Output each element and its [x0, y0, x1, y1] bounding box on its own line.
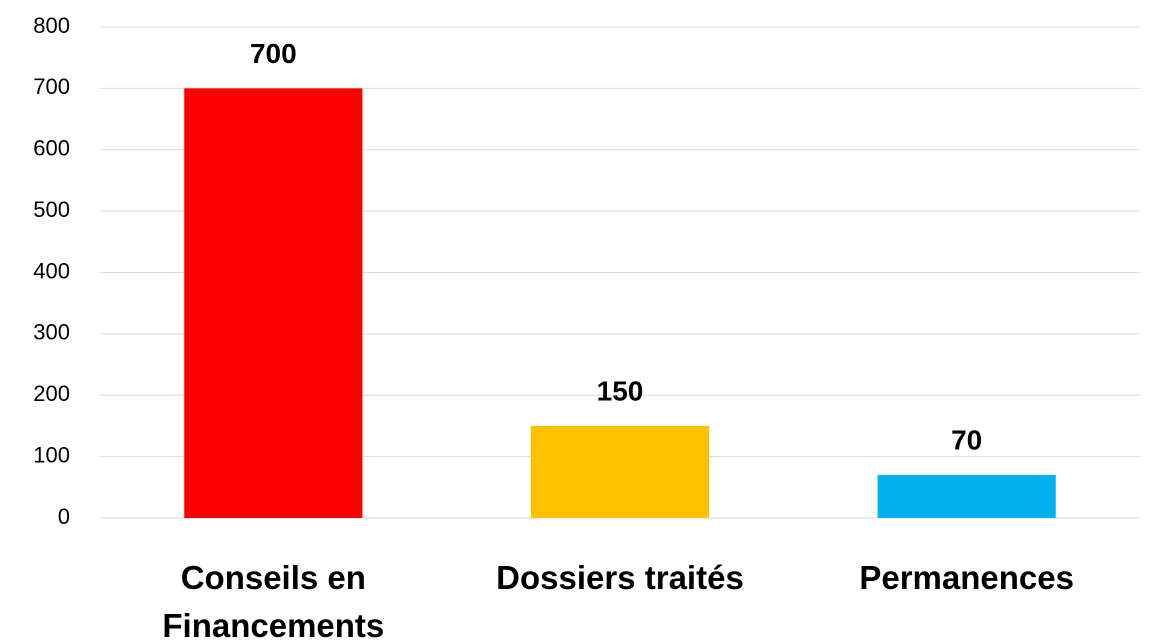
y-tick-label: 700 — [33, 74, 70, 99]
y-tick-label: 800 — [33, 13, 70, 38]
y-tick-label: 300 — [33, 320, 70, 345]
x-tick-label: Permanences — [859, 559, 1074, 596]
bar — [877, 475, 1056, 518]
y-tick-label: 100 — [33, 442, 70, 467]
y-tick-label: 500 — [33, 197, 70, 222]
y-tick-label: 600 — [33, 136, 70, 161]
y-tick-label: 0 — [58, 504, 70, 529]
x-tick-label: Dossiers traités — [496, 559, 744, 596]
y-tick-label: 400 — [33, 258, 70, 283]
bar — [184, 88, 363, 518]
bar — [530, 425, 710, 518]
data-label: 150 — [597, 375, 644, 406]
y-tick-label: 200 — [33, 381, 70, 406]
x-tick-label: Conseils en Financements — [162, 559, 385, 642]
data-label: 700 — [250, 38, 297, 69]
data-label: 70 — [951, 424, 982, 455]
